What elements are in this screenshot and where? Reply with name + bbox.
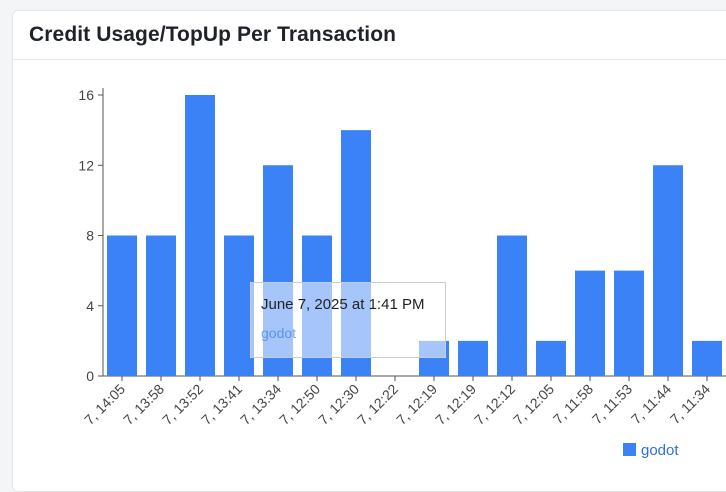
- bar: [185, 95, 215, 376]
- x-tick-label: 7, 13:34: [237, 381, 284, 428]
- legend-label: godot: [641, 442, 679, 459]
- x-tick-label: 7, 12:19: [432, 381, 479, 428]
- tooltip-series: godot: [261, 325, 297, 341]
- x-tick-label: 7, 11:58: [550, 381, 597, 428]
- bar: [107, 235, 137, 376]
- x-tick-label: 7, 11:44: [628, 381, 675, 428]
- y-tick-label: 16: [78, 87, 94, 103]
- bar: [692, 340, 722, 376]
- x-tick-label: 7, 12:30: [315, 381, 362, 428]
- bar: [614, 270, 644, 376]
- y-tick-label: 8: [86, 228, 94, 244]
- x-tick-label: 7, 13:52: [159, 381, 206, 428]
- legend-swatch: [623, 443, 636, 456]
- bar: [575, 270, 605, 376]
- bar: [497, 235, 527, 376]
- tooltip-title: June 7, 2025 at 1:41 PM: [261, 296, 425, 313]
- x-tick-label: 7, 12:19: [393, 381, 440, 428]
- x-tick-label: 7, 13:58: [120, 381, 167, 428]
- y-tick-label: 12: [78, 157, 94, 173]
- x-tick-label: 7, 13:41: [198, 381, 245, 428]
- bar: [224, 235, 254, 376]
- chart-tooltip: June 7, 2025 at 1:41 PM godot: [250, 282, 446, 358]
- card-title: Credit Usage/TopUp Per Transaction: [29, 23, 397, 46]
- bar: [653, 165, 683, 376]
- x-tick-label: 7, 11:34: [667, 381, 714, 428]
- bar: [536, 340, 566, 376]
- x-tick-label: 7, 14:05: [81, 381, 128, 428]
- y-tick-label: 0: [86, 368, 94, 384]
- x-tick-label: 7, 12:22: [354, 381, 401, 428]
- x-tick-label: 7, 12:12: [471, 381, 518, 428]
- bar: [458, 340, 488, 376]
- x-tick-label: 7, 12:05: [510, 381, 557, 428]
- card-header: Credit Usage/TopUp Per Transaction: [13, 11, 726, 60]
- x-tick-label: 7, 12:50: [276, 381, 323, 428]
- x-tick-label: 7, 11:53: [589, 381, 636, 428]
- bar: [146, 235, 176, 376]
- y-tick-label: 4: [86, 298, 94, 314]
